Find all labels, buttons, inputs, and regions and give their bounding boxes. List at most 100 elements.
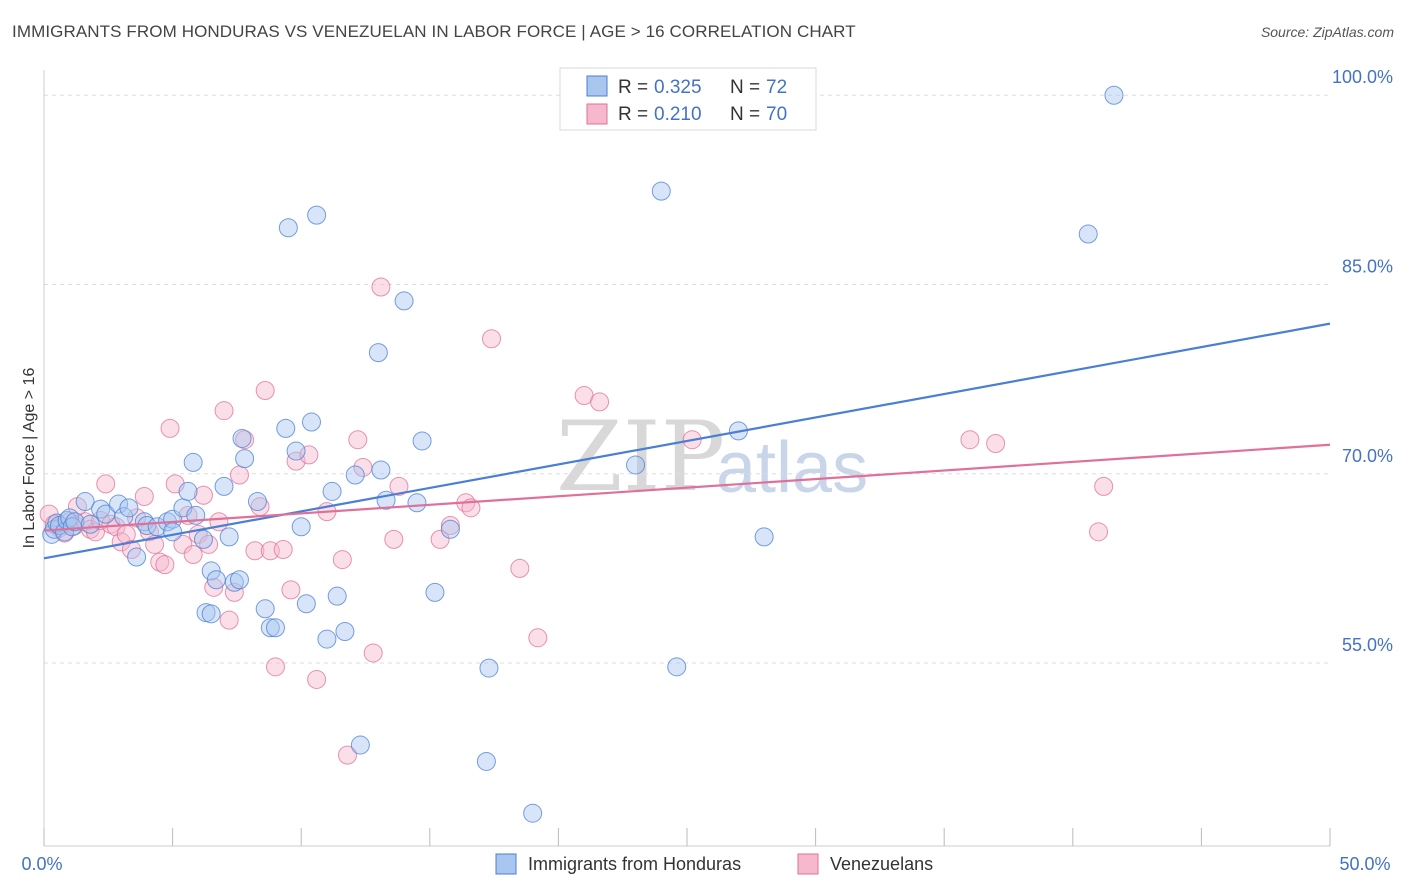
scatter-point bbox=[201, 561, 221, 581]
bottom-legend: Immigrants from Honduras Venezuelans bbox=[495, 853, 933, 875]
scatter-point bbox=[109, 494, 129, 514]
scatter-point bbox=[75, 492, 95, 512]
scatter-point bbox=[960, 430, 980, 450]
bottom-legend-swatch-honduras bbox=[495, 853, 517, 875]
watermark-atlas: atlas bbox=[716, 428, 868, 508]
scatter-point bbox=[214, 401, 234, 421]
scatter-point bbox=[96, 474, 116, 494]
y-tick-labels: 55.0% 70.0% 85.0% 100.0% bbox=[1332, 67, 1393, 655]
scatter-point bbox=[273, 539, 293, 559]
scatter-point bbox=[232, 428, 252, 448]
scatter-point bbox=[155, 555, 175, 575]
scatter-point bbox=[407, 493, 427, 513]
scatter-point bbox=[363, 643, 383, 663]
scatter-point bbox=[65, 512, 85, 532]
scatter-point bbox=[430, 529, 450, 549]
scatter-point bbox=[201, 604, 221, 624]
scatter-point bbox=[265, 657, 285, 677]
scatter-point bbox=[371, 460, 391, 480]
scatter-point bbox=[224, 572, 244, 592]
scatter-point bbox=[986, 433, 1006, 453]
trend-lines bbox=[43, 322, 1331, 560]
scatter-point bbox=[1094, 476, 1114, 496]
scatter-point bbox=[206, 570, 226, 590]
scatter-point bbox=[173, 534, 193, 554]
scatter-point bbox=[384, 529, 404, 549]
y-tick-label: 85.0% bbox=[1342, 257, 1393, 277]
bottom-legend-label-honduras: Immigrants from Honduras bbox=[528, 854, 741, 874]
scatter-point bbox=[1104, 85, 1124, 105]
scatter-point bbox=[440, 519, 460, 539]
scatter-point bbox=[394, 291, 414, 311]
legend-n-label-1: N = bbox=[730, 77, 760, 98]
scatter-point bbox=[235, 449, 255, 469]
scatter-point bbox=[528, 628, 548, 648]
scatter-point bbox=[389, 476, 409, 496]
scatter-point bbox=[134, 486, 154, 506]
scatter-point bbox=[350, 735, 370, 755]
scatter-point bbox=[80, 514, 100, 534]
top-legend: R = 0.325 N = 72 R = 0.210 N = 70 bbox=[559, 67, 817, 131]
scatter-point bbox=[183, 545, 203, 565]
y-axis-label: In Labor Force | Age > 16 bbox=[21, 368, 38, 549]
x-ticks bbox=[43, 828, 1331, 846]
scatter-point bbox=[291, 517, 311, 537]
scatter-point bbox=[281, 580, 301, 600]
scatter-point bbox=[193, 485, 213, 505]
scatter-point bbox=[327, 586, 347, 606]
scatter-point bbox=[260, 618, 280, 638]
scatter-point bbox=[307, 669, 327, 689]
bottom-legend-swatch-venezuelans bbox=[797, 853, 819, 875]
scatter-point bbox=[626, 455, 646, 475]
scatter-point bbox=[754, 527, 774, 547]
scatter-point bbox=[119, 498, 139, 518]
scatter-point bbox=[224, 582, 244, 602]
chart-title: IMMIGRANTS FROM HONDURAS VS VENEZUELAN I… bbox=[12, 22, 856, 41]
trend-line-honduras bbox=[43, 322, 1331, 560]
scatter-point bbox=[278, 218, 298, 238]
scatter-point bbox=[127, 547, 147, 567]
scatter-point bbox=[317, 629, 337, 649]
scatter-point bbox=[371, 277, 391, 297]
scatter-point bbox=[348, 430, 368, 450]
scatter-point bbox=[276, 418, 296, 438]
legend-n-label-2: N = bbox=[730, 104, 760, 125]
scatter-point bbox=[91, 499, 111, 519]
legend-swatch-blue bbox=[586, 75, 608, 97]
scatter-point bbox=[214, 476, 234, 496]
scatter-point bbox=[476, 751, 496, 771]
legend-swatch-pink bbox=[586, 103, 608, 125]
scatter-point bbox=[255, 380, 275, 400]
scatter-point bbox=[204, 577, 224, 597]
scatter-point bbox=[510, 558, 530, 578]
scatter-point bbox=[163, 522, 183, 542]
series-points bbox=[39, 85, 1124, 823]
scatter-point bbox=[229, 570, 249, 590]
y-tick-label: 70.0% bbox=[1342, 446, 1393, 466]
scatter-point bbox=[337, 745, 357, 765]
scatter-point bbox=[286, 441, 306, 461]
scatter-point bbox=[137, 516, 157, 536]
scatter-point bbox=[219, 610, 239, 630]
scatter-point bbox=[183, 452, 203, 472]
scatter-point bbox=[482, 329, 502, 349]
scatter-point bbox=[296, 594, 316, 614]
scatter-point bbox=[160, 418, 180, 438]
scatter-point bbox=[651, 181, 671, 201]
scatter-point bbox=[425, 582, 445, 602]
legend-r-value-1: 0.325 bbox=[654, 77, 702, 98]
trend-line-venezuelans bbox=[43, 443, 1331, 532]
bottom-legend-label-venezuelans: Venezuelans bbox=[830, 854, 933, 874]
scatter-point bbox=[1078, 224, 1098, 244]
scatter-point bbox=[245, 541, 265, 561]
scatter-point bbox=[193, 529, 213, 549]
x-tick-label-max: 50.0% bbox=[1339, 854, 1390, 874]
scatter-point bbox=[335, 621, 355, 641]
scatter-point bbox=[479, 658, 499, 678]
scatter-point bbox=[229, 465, 249, 485]
scatter-point bbox=[134, 512, 154, 532]
scatter-point bbox=[523, 803, 543, 823]
scatter-point bbox=[345, 465, 365, 485]
scatter-point bbox=[247, 492, 267, 512]
